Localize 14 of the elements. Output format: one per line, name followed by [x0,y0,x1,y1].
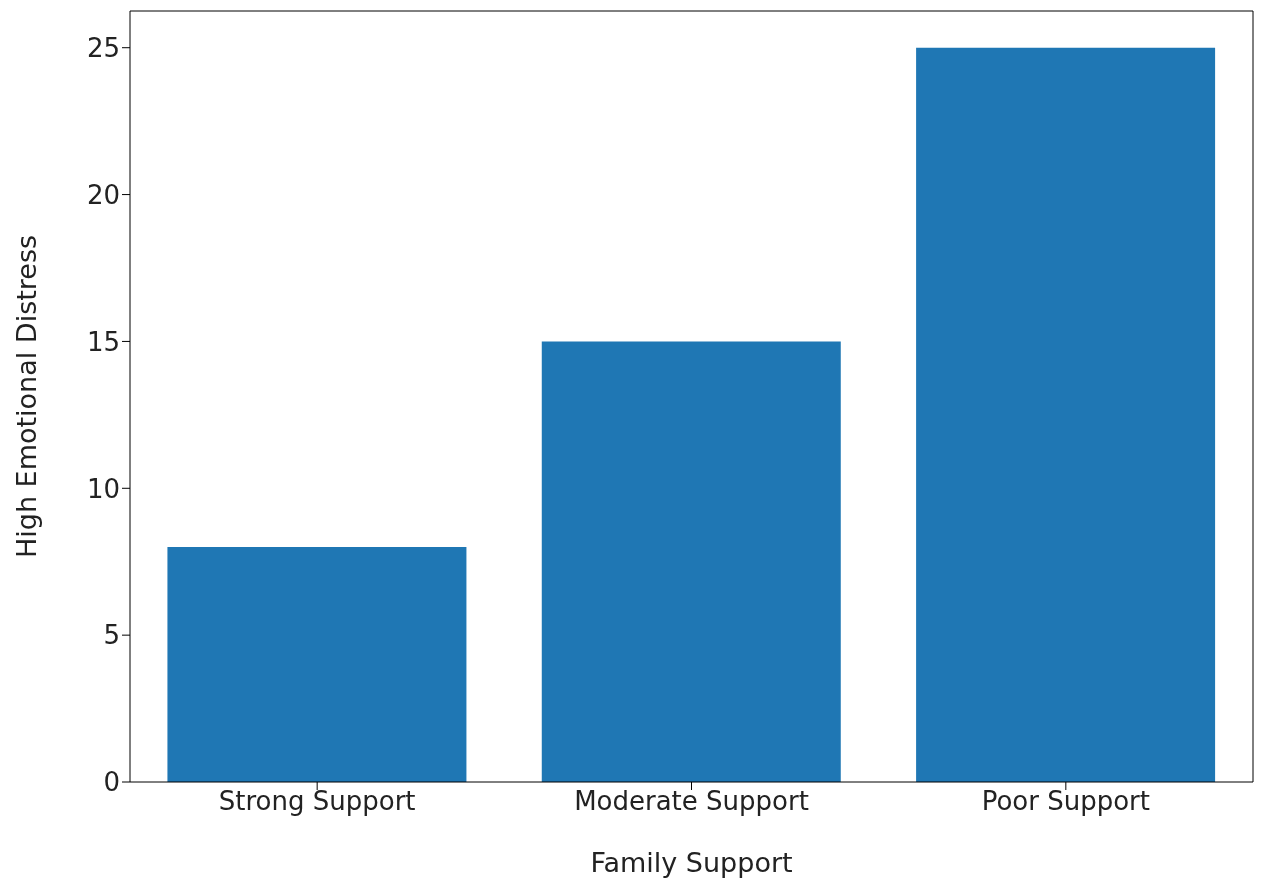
y-axis-title: High Emotional Distress [10,234,42,559]
y-tick-label: 0 [103,767,120,798]
x-axis-title: Family Support [590,847,793,878]
x-tick-label: Poor Support [981,786,1150,817]
y-tick-label: 5 [103,620,120,651]
bar [916,47,1216,782]
x-tick-label: Moderate Support [574,786,809,817]
y-tick-label: 15 [86,326,120,357]
y-tick-label: 10 [86,473,120,504]
x-tick-label: Strong Support [218,786,416,817]
bar [541,341,841,782]
bar [167,547,467,782]
y-tick-label: 20 [86,179,120,210]
y-tick-label: 25 [86,32,120,63]
